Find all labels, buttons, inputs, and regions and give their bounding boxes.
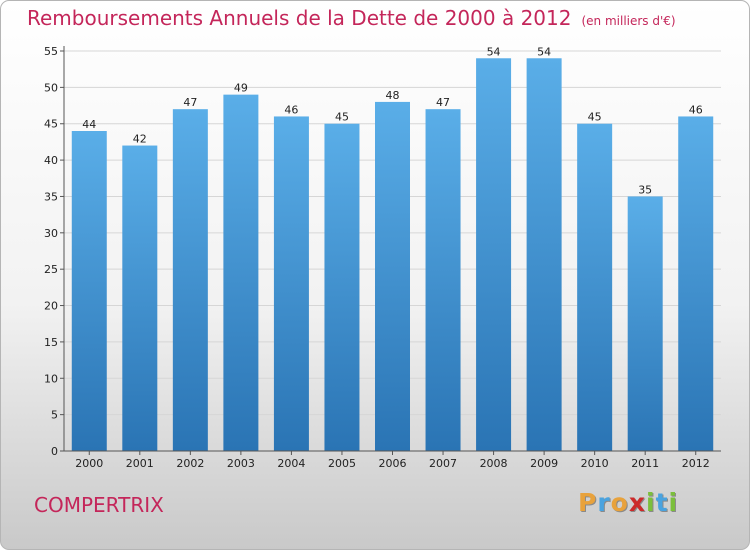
logo-letter: r (597, 488, 611, 517)
x-tick-label-2005: 2005 (328, 457, 356, 470)
y-tick-label: 15 (44, 336, 58, 349)
commune-name: COMPERTRIX (34, 493, 164, 517)
value-label-2005: 45 (335, 111, 349, 124)
bar-2000 (71, 131, 107, 451)
bar-2004 (273, 116, 309, 452)
logo-letter: i (668, 488, 679, 517)
x-tick-label-2012: 2012 (682, 457, 710, 470)
bar-2012 (678, 116, 714, 452)
bar-2006 (375, 101, 410, 451)
x-tick-label-2002: 2002 (176, 457, 204, 470)
y-axis-ticks: 0 5 10 15 20 25 30 35 40 45 50 55 (44, 45, 64, 458)
bar-2009 (526, 58, 562, 451)
bar-2010 (577, 123, 613, 452)
y-tick-label: 40 (44, 154, 58, 167)
x-tick-label-2011: 2011 (631, 457, 659, 470)
x-axis-ticks: 2000 2001 2002 2003 2004 2005 2006 2007 2008 2009… (75, 451, 710, 470)
y-tick-label: 0 (51, 445, 58, 458)
value-label-2004: 46 (284, 103, 298, 116)
bar-2002 (172, 109, 208, 451)
x-tick-label-2008: 2008 (480, 457, 508, 470)
bar-2007 (425, 109, 461, 451)
y-tick-label: 35 (44, 190, 58, 203)
logo-letter: x (628, 488, 646, 517)
value-label-2010: 45 (588, 111, 602, 124)
value-label-2002: 47 (183, 96, 197, 109)
value-label-2003: 49 (234, 82, 248, 95)
logo-letter: t (655, 488, 669, 517)
value-labels: 44 42 47 49 46 45 48 47 54 54 45 35 46 (82, 45, 702, 196)
bar-2011 (627, 196, 663, 451)
x-tick-label-2001: 2001 (126, 457, 154, 470)
value-label-2006: 48 (386, 89, 400, 102)
x-tick-label-2007: 2007 (429, 457, 457, 470)
y-tick-label: 50 (44, 81, 58, 94)
logo-letter: o (610, 488, 629, 517)
bar-2003 (223, 94, 259, 452)
bars (71, 58, 714, 452)
value-label-2008: 54 (487, 45, 501, 58)
bar-2001 (122, 145, 158, 451)
x-tick-label-2006: 2006 (379, 457, 407, 470)
y-tick-label: 25 (44, 263, 58, 276)
x-tick-label-2010: 2010 (581, 457, 609, 470)
y-tick-label: 45 (44, 118, 58, 131)
logo-letter: P (578, 488, 598, 517)
logo-letter: i (646, 488, 656, 517)
y-tick-label: 30 (44, 227, 58, 240)
bar-2008 (476, 58, 512, 451)
x-tick-label-2003: 2003 (227, 457, 255, 470)
proxiti-logo: Proxiti (578, 488, 678, 517)
bar-2005 (324, 123, 360, 452)
value-label-2009: 54 (537, 45, 551, 58)
x-tick-label-2000: 2000 (75, 457, 103, 470)
y-tick-label: 20 (44, 300, 58, 313)
x-tick-label-2004: 2004 (277, 457, 305, 470)
chart-title-block: Remboursements Annuels de la Dette de 20… (27, 6, 676, 30)
y-tick-label: 5 (51, 409, 58, 422)
x-tick-label-2009: 2009 (530, 457, 558, 470)
value-label-2001: 42 (133, 133, 147, 146)
value-label-2012: 46 (689, 103, 703, 116)
value-label-2011: 35 (638, 183, 652, 196)
value-label-2007: 47 (436, 96, 450, 109)
value-label-2000: 44 (82, 118, 96, 131)
chart-unit: (en milliers d'€) (581, 14, 676, 28)
y-tick-label: 55 (44, 45, 58, 58)
chart-title: Remboursements Annuels de la Dette de 20… (27, 6, 572, 30)
y-tick-label: 10 (44, 372, 58, 385)
